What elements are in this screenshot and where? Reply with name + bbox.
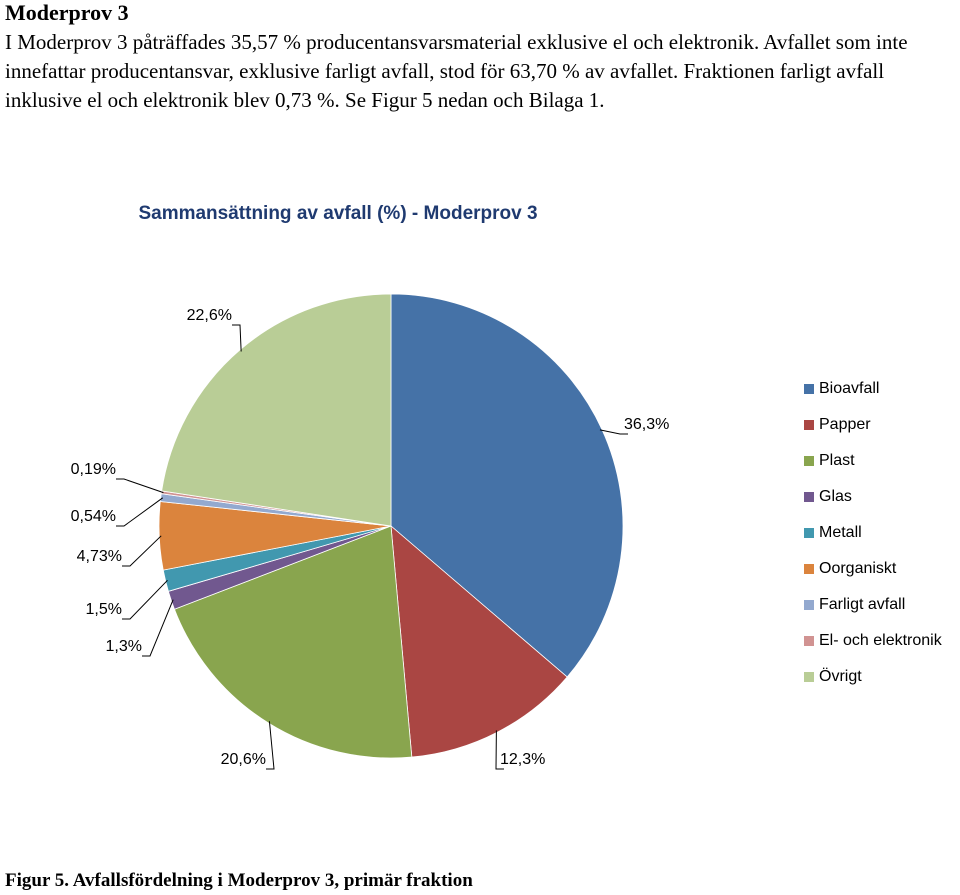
legend-label: Glas	[819, 488, 852, 505]
legend-label: Plast	[819, 452, 855, 469]
data-label: 22,6%	[187, 307, 232, 324]
legend-swatch	[804, 636, 814, 646]
leader-line	[142, 599, 174, 657]
leader-line	[116, 497, 164, 527]
data-label: 12,3%	[500, 751, 545, 768]
legend-swatch	[804, 528, 814, 538]
pie-slice	[390, 293, 624, 678]
leader-line	[495, 730, 504, 770]
data-label: 4,73%	[77, 548, 122, 565]
legend-swatch	[804, 672, 814, 682]
legend-label: Farligt avfall	[819, 596, 905, 613]
data-label: 1,3%	[106, 638, 142, 655]
legend-swatch	[804, 456, 814, 466]
paragraph: I Moderprov 3 påträffades 35,57 % produc…	[5, 30, 908, 112]
caption: Figur 5. Avfallsfördelning i Moderprov 3…	[5, 870, 473, 891]
pie-slice	[161, 293, 392, 527]
data-label: 0,19%	[71, 461, 116, 478]
leader-line	[232, 324, 242, 352]
legend-label: Papper	[819, 416, 871, 433]
leader-line	[122, 579, 168, 620]
leader-line	[599, 429, 628, 435]
leader-line	[116, 478, 164, 494]
legend-swatch	[804, 600, 814, 610]
leader-line	[122, 535, 162, 567]
data-label: 36,3%	[624, 416, 669, 433]
pie-slice	[173, 525, 413, 759]
legend-swatch	[804, 564, 814, 574]
data-label: 20,6%	[221, 751, 266, 768]
data-label: 0,54%	[71, 508, 116, 525]
legend-label: Bioavfall	[819, 380, 879, 397]
legend-label: Oorganiskt	[819, 560, 897, 577]
pie-slice	[390, 525, 568, 758]
legend-label: Metall	[819, 524, 862, 541]
leader-line	[266, 721, 275, 770]
data-label: 1,5%	[86, 601, 122, 618]
legend-swatch	[804, 492, 814, 502]
heading: Moderprov 3	[5, 0, 129, 25]
legend-label: Övrigt	[819, 667, 862, 685]
legend-swatch	[804, 384, 814, 394]
legend-label: El- och elektronik	[819, 632, 943, 649]
legend-swatch	[804, 420, 814, 430]
chart-title: Sammansättning av avfall (%) - Moderprov…	[138, 203, 537, 224]
